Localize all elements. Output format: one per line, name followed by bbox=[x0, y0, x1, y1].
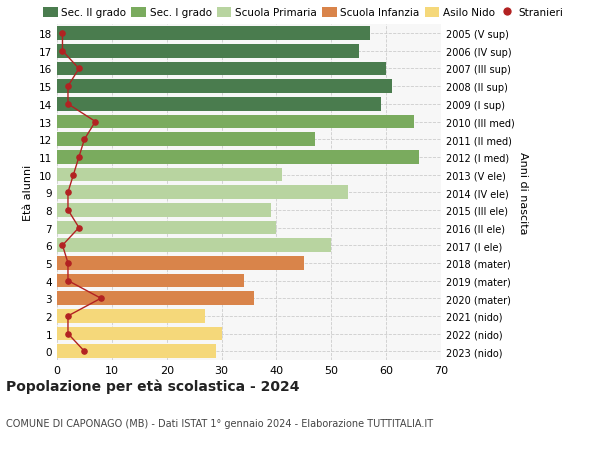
Bar bbox=[57, 62, 386, 76]
Point bbox=[63, 313, 73, 320]
Point bbox=[63, 83, 73, 90]
Point bbox=[58, 242, 67, 249]
Point bbox=[80, 348, 89, 355]
Text: Popolazione per età scolastica - 2024: Popolazione per età scolastica - 2024 bbox=[6, 379, 299, 393]
Point bbox=[80, 136, 89, 144]
Bar bbox=[57, 98, 380, 112]
Bar bbox=[57, 45, 359, 59]
Point bbox=[58, 48, 67, 56]
Bar bbox=[57, 133, 315, 147]
Point bbox=[63, 277, 73, 285]
Bar bbox=[57, 292, 254, 306]
Bar bbox=[57, 274, 244, 288]
Bar bbox=[57, 27, 370, 41]
Point bbox=[68, 172, 78, 179]
Bar bbox=[57, 80, 392, 94]
Text: COMUNE DI CAPONAGO (MB) - Dati ISTAT 1° gennaio 2024 - Elaborazione TUTTITALIA.I: COMUNE DI CAPONAGO (MB) - Dati ISTAT 1° … bbox=[6, 418, 433, 428]
Point bbox=[96, 295, 106, 302]
Bar bbox=[57, 168, 282, 182]
Bar bbox=[57, 257, 304, 270]
Point bbox=[74, 154, 84, 161]
Point bbox=[58, 30, 67, 38]
Y-axis label: Anni di nascita: Anni di nascita bbox=[518, 151, 529, 234]
Point bbox=[74, 66, 84, 73]
Bar bbox=[57, 151, 419, 164]
Point bbox=[63, 207, 73, 214]
Bar bbox=[57, 115, 413, 129]
Point bbox=[63, 101, 73, 108]
Legend: Sec. II grado, Sec. I grado, Scuola Primaria, Scuola Infanzia, Asilo Nido, Stran: Sec. II grado, Sec. I grado, Scuola Prim… bbox=[43, 8, 563, 18]
Bar bbox=[57, 186, 348, 200]
Bar bbox=[57, 309, 205, 323]
Bar bbox=[57, 239, 331, 252]
Point bbox=[74, 224, 84, 232]
Bar bbox=[57, 221, 277, 235]
Point bbox=[63, 260, 73, 267]
Bar bbox=[57, 203, 271, 217]
Bar bbox=[57, 345, 216, 358]
Bar bbox=[57, 327, 221, 341]
Point bbox=[63, 330, 73, 337]
Point bbox=[91, 118, 100, 126]
Y-axis label: Età alunni: Età alunni bbox=[23, 165, 34, 221]
Point bbox=[63, 189, 73, 196]
